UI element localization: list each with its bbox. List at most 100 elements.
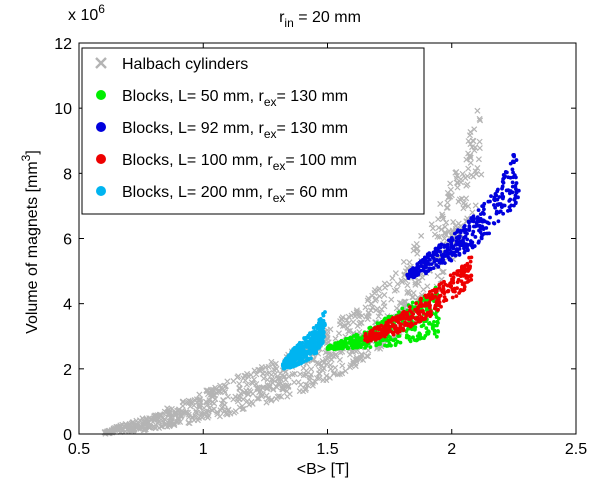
point-series-3 xyxy=(448,273,453,278)
point-halbach xyxy=(429,225,436,232)
point-series-2 xyxy=(488,215,492,220)
point-series-2 xyxy=(418,259,423,264)
point-series-2 xyxy=(411,266,415,270)
point-halbach xyxy=(405,288,412,295)
point-halbach xyxy=(248,379,255,386)
point-halbach xyxy=(157,412,164,419)
point-series-1 xyxy=(397,334,402,338)
point-halbach xyxy=(193,396,200,403)
point-series-3 xyxy=(466,279,471,283)
point-series-2 xyxy=(431,252,436,256)
point-series-2 xyxy=(506,175,511,180)
point-series-4 xyxy=(286,356,291,361)
point-series-2 xyxy=(492,197,496,202)
point-halbach xyxy=(185,399,192,406)
point-series-3 xyxy=(468,259,473,264)
point-halbach xyxy=(373,307,380,314)
point-halbach xyxy=(413,240,420,247)
legend-label: Blocks, L= 100 mm, rex= 100 mm xyxy=(122,152,357,173)
point-halbach xyxy=(431,231,438,238)
point-series-3 xyxy=(419,315,424,320)
point-series-3 xyxy=(437,286,442,290)
point-halbach xyxy=(190,402,197,409)
plot-area xyxy=(101,107,521,437)
legend-marker xyxy=(96,90,106,100)
point-series-1 xyxy=(328,343,333,348)
point-halbach xyxy=(239,406,246,413)
point-halbach xyxy=(141,426,148,433)
point-series-1 xyxy=(410,335,415,340)
point-series-3 xyxy=(409,314,414,319)
point-series-2 xyxy=(504,188,509,193)
point-series-1 xyxy=(407,334,411,339)
point-series-2 xyxy=(502,175,507,180)
point-halbach xyxy=(381,280,388,287)
point-halbach xyxy=(428,221,435,228)
y-label-end: ] xyxy=(24,150,41,154)
point-series-2 xyxy=(484,226,489,230)
point-series-2 xyxy=(478,230,483,235)
point-halbach xyxy=(475,156,482,163)
point-series-4 xyxy=(282,359,287,364)
point-halbach xyxy=(335,330,343,337)
y-tick-label: 2 xyxy=(63,362,72,379)
point-series-2 xyxy=(438,258,443,262)
point-halbach xyxy=(217,382,224,389)
point-series-4 xyxy=(282,362,287,367)
point-halbach xyxy=(460,205,467,212)
point-halbach xyxy=(230,378,237,385)
point-series-2 xyxy=(482,231,487,236)
y-tick-label: 6 xyxy=(63,232,72,249)
point-halbach xyxy=(441,235,448,242)
point-halbach xyxy=(253,381,260,388)
point-halbach xyxy=(462,202,469,209)
point-halbach xyxy=(179,399,186,406)
point-halbach xyxy=(478,171,485,178)
point-series-1 xyxy=(436,329,440,333)
point-series-3 xyxy=(390,315,395,320)
point-series-1 xyxy=(340,346,345,351)
point-halbach xyxy=(240,396,247,403)
point-halbach xyxy=(401,298,408,305)
point-halbach xyxy=(166,411,173,418)
point-halbach xyxy=(297,371,304,378)
point-series-2 xyxy=(512,197,517,202)
point-series-2 xyxy=(437,244,441,249)
point-halbach xyxy=(477,117,484,124)
point-series-2 xyxy=(482,207,486,212)
y-axis-label: Volume of magnets [mm3] xyxy=(19,150,41,334)
point-series-3 xyxy=(406,322,411,327)
point-series-3 xyxy=(432,306,437,311)
point-halbach xyxy=(300,388,307,395)
point-series-1 xyxy=(384,338,389,342)
point-series-4 xyxy=(289,360,294,365)
y-tick-label: 0 xyxy=(63,427,72,444)
point-series-2 xyxy=(478,216,483,221)
point-series-2 xyxy=(405,272,410,277)
point-series-3 xyxy=(441,284,446,289)
point-series-4 xyxy=(321,318,326,323)
point-series-4 xyxy=(317,318,322,323)
point-halbach xyxy=(197,399,204,406)
point-series-2 xyxy=(422,255,427,260)
x-tick-label: 2 xyxy=(447,441,456,458)
point-halbach xyxy=(347,364,354,371)
point-series-1 xyxy=(381,338,386,343)
point-halbach xyxy=(291,370,298,377)
point-series-2 xyxy=(500,184,505,189)
point-halbach xyxy=(353,309,360,316)
point-series-2 xyxy=(467,225,472,230)
point-series-2 xyxy=(471,224,476,229)
point-series-2 xyxy=(500,179,505,184)
point-series-2 xyxy=(496,219,501,224)
point-series-4 xyxy=(317,345,321,350)
point-halbach xyxy=(274,375,281,382)
point-halbach xyxy=(119,421,126,428)
legend-label-suffix: = 130 mm xyxy=(277,120,349,137)
point-series-4 xyxy=(310,346,315,351)
point-halbach xyxy=(443,204,450,211)
point-halbach xyxy=(442,223,449,230)
point-series-2 xyxy=(506,209,510,213)
point-halbach xyxy=(222,410,229,417)
point-halbach xyxy=(332,364,339,371)
